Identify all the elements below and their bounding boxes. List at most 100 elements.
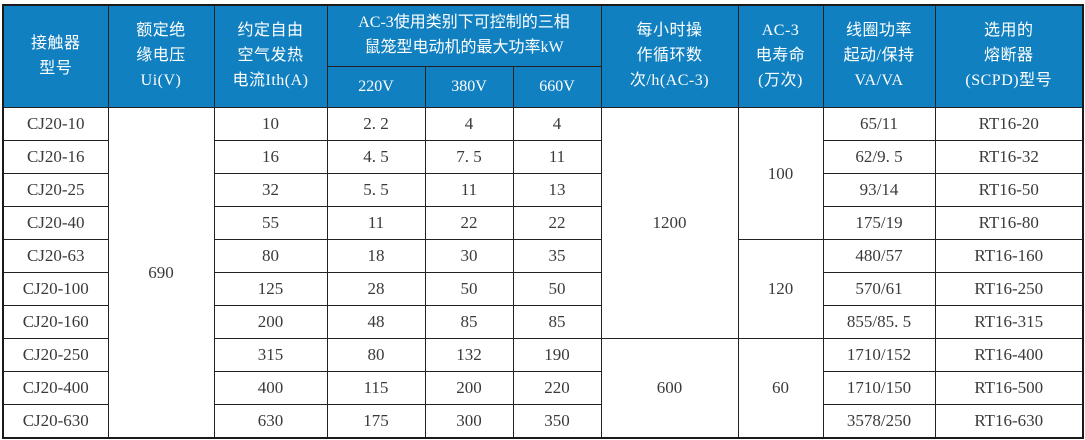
cell-coil: 480/57 <box>822 239 936 273</box>
cell-life-merged: 60 <box>737 338 824 439</box>
cell-ith: 200 <box>213 305 328 339</box>
cell-model: CJ20-63 <box>2 239 109 273</box>
cell-p660: 190 <box>512 338 602 372</box>
table-body: CJ20-10 690 10 2. 2 4 4 1200 100 65/11 R… <box>2 107 1084 439</box>
header-contactor-model: 接触器 型号 <box>2 4 109 108</box>
cell-ui-merged: 690 <box>107 107 215 439</box>
cell-coil: 175/19 <box>822 206 936 240</box>
cell-p220: 115 <box>326 371 426 405</box>
cell-fuse: RT16-80 <box>934 206 1084 240</box>
cell-coil: 65/11 <box>822 107 936 141</box>
cell-coil: 570/61 <box>822 272 936 306</box>
header-ac3-max-power-group: AC-3使用类别下可控制的三相 鼠笼型电动机的最大功率kW <box>326 4 602 67</box>
cell-ith: 315 <box>213 338 328 372</box>
cell-fuse: RT16-32 <box>934 140 1084 174</box>
cell-fuse: RT16-20 <box>934 107 1084 141</box>
cell-p660: 13 <box>512 173 602 207</box>
cell-p660: 220 <box>512 371 602 405</box>
cell-p220: 18 <box>326 239 426 273</box>
cell-model: CJ20-25 <box>2 173 109 207</box>
cell-fuse: RT16-500 <box>934 371 1084 405</box>
table-row: CJ20-25 32 5. 5 11 13 93/14 RT16-50 <box>2 173 1084 207</box>
cell-ith: 400 <box>213 371 328 405</box>
cell-model: CJ20-630 <box>2 404 109 439</box>
cell-ith: 55 <box>213 206 328 240</box>
cell-fuse: RT16-400 <box>934 338 1084 372</box>
cell-p380: 50 <box>424 272 514 306</box>
table-row: CJ20-400 400 115 200 220 1710/150 RT16-5… <box>2 371 1084 405</box>
table-row: CJ20-10 690 10 2. 2 4 4 1200 100 65/11 R… <box>2 107 1084 439</box>
cell-p660: 50 <box>512 272 602 306</box>
cell-fuse: RT16-160 <box>934 239 1084 273</box>
cell-p380: 200 <box>424 371 514 405</box>
cell-p220: 4. 5 <box>326 140 426 174</box>
cell-model: CJ20-100 <box>2 272 109 306</box>
cell-coil: 1710/150 <box>822 371 936 405</box>
cell-p380: 300 <box>424 404 514 439</box>
header-220v: 220V <box>326 66 426 108</box>
cell-fuse: RT16-250 <box>934 272 1084 306</box>
cell-p660: 11 <box>512 140 602 174</box>
header-rated-insulation-voltage: 额定绝 缘电压 Ui(V) <box>107 4 215 108</box>
cell-model: CJ20-10 <box>2 107 109 141</box>
header-electrical-life: AC-3 电寿命 (万次) <box>737 4 824 108</box>
cell-p220: 2. 2 <box>326 107 426 141</box>
cell-p380: 22 <box>424 206 514 240</box>
header-380v: 380V <box>424 66 514 108</box>
cell-cycles-merged: 1200 <box>600 107 739 339</box>
cell-fuse: RT16-315 <box>934 305 1084 339</box>
cell-p660: 22 <box>512 206 602 240</box>
header-operating-cycles: 每小时操 作循环数 次/h(AC-3) <box>600 4 739 108</box>
cell-p380: 11 <box>424 173 514 207</box>
header-coil-power: 线圈功率 起动/保持 VA/VA <box>822 4 936 108</box>
cell-ith: 16 <box>213 140 328 174</box>
table-row: CJ20-630 630 175 300 350 3578/250 RT16-6… <box>2 404 1084 439</box>
cell-coil: 3578/250 <box>822 404 936 439</box>
cell-p380: 30 <box>424 239 514 273</box>
header-thermal-current: 约定自由 空气发热 电流Ith(A) <box>213 4 328 108</box>
cell-p380: 132 <box>424 338 514 372</box>
cell-p660: 35 <box>512 239 602 273</box>
header-fuse-type: 选用的 熔断器 (SCPD)型号 <box>934 4 1084 108</box>
cell-p660: 4 <box>512 107 602 141</box>
cell-ith: 125 <box>213 272 328 306</box>
table-row: CJ20-63 80 18 30 35 120 480/57 RT16-160 <box>2 239 1084 339</box>
cell-ith: 80 <box>213 239 328 273</box>
cell-ith: 32 <box>213 173 328 207</box>
cell-model: CJ20-400 <box>2 371 109 405</box>
table-row: CJ20-100 125 28 50 50 570/61 RT16-250 <box>2 272 1084 306</box>
cell-model: CJ20-16 <box>2 140 109 174</box>
table-row: CJ20-40 55 11 22 22 175/19 RT16-80 <box>2 206 1084 240</box>
cell-p660: 350 <box>512 404 602 439</box>
cell-p220: 11 <box>326 206 426 240</box>
cell-coil: 93/14 <box>822 173 936 207</box>
cell-model: CJ20-160 <box>2 305 109 339</box>
cell-p380: 4 <box>424 107 514 141</box>
cell-coil: 855/85. 5 <box>822 305 936 339</box>
cell-cycles-merged: 600 <box>600 338 739 439</box>
cell-fuse: RT16-630 <box>934 404 1084 439</box>
table-row: CJ20-250 315 80 132 190 600 60 1710/152 … <box>2 338 1084 439</box>
cell-p660: 85 <box>512 305 602 339</box>
cell-model: CJ20-250 <box>2 338 109 372</box>
cell-p220: 28 <box>326 272 426 306</box>
cell-p220: 80 <box>326 338 426 372</box>
table-header: 接触器 型号 额定绝 缘电压 Ui(V) 约定自由 空气发热 电流Ith(A) … <box>2 4 1084 108</box>
cell-p220: 5. 5 <box>326 173 426 207</box>
cell-ith: 630 <box>213 404 328 439</box>
contactor-spec-table: 接触器 型号 额定绝 缘电压 Ui(V) 约定自由 空气发热 电流Ith(A) … <box>2 4 1084 439</box>
cell-p380: 7. 5 <box>424 140 514 174</box>
cell-p380: 85 <box>424 305 514 339</box>
table-row: CJ20-160 200 48 85 85 855/85. 5 RT16-315 <box>2 305 1084 339</box>
cell-coil: 62/9. 5 <box>822 140 936 174</box>
cell-life-merged: 100 <box>737 107 824 240</box>
cell-coil: 1710/152 <box>822 338 936 372</box>
cell-life-merged: 120 <box>737 239 824 339</box>
cell-p220: 175 <box>326 404 426 439</box>
cell-ith: 10 <box>213 107 328 141</box>
cell-fuse: RT16-50 <box>934 173 1084 207</box>
header-660v: 660V <box>512 66 602 108</box>
table-row: CJ20-16 16 4. 5 7. 5 11 62/9. 5 RT16-32 <box>2 140 1084 174</box>
cell-p220: 48 <box>326 305 426 339</box>
